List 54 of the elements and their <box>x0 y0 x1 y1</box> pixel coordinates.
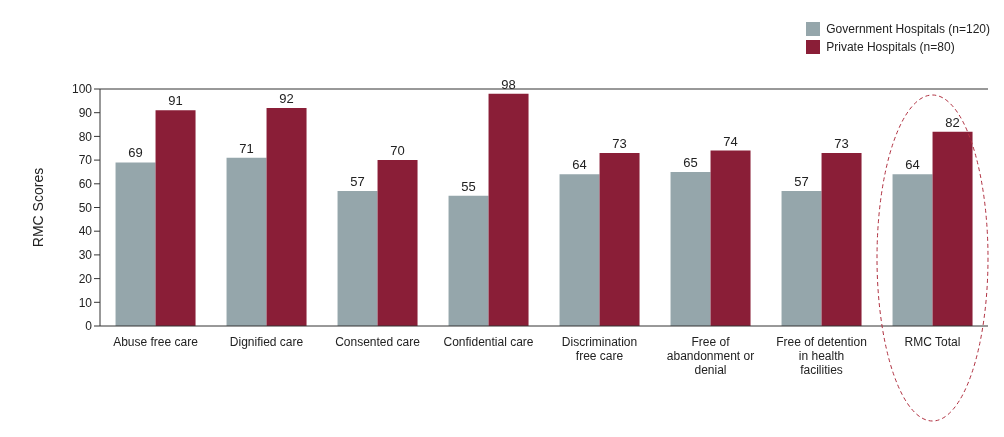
bar <box>266 107 307 326</box>
data-label: 69 <box>128 145 143 161</box>
bar <box>488 93 529 326</box>
data-label: 98 <box>501 76 516 92</box>
y-tick-label: 0 <box>85 319 93 334</box>
y-tick-label: 20 <box>78 271 93 286</box>
data-label: 74 <box>723 133 738 149</box>
data-label: 64 <box>905 157 920 173</box>
bar <box>781 190 822 326</box>
data-label: 57 <box>794 173 809 189</box>
x-tick-label: Consented care <box>335 335 421 349</box>
y-tick-label: 80 <box>78 129 93 144</box>
x-tick-label: Dignified care <box>229 335 304 349</box>
y-tick-label: 100 <box>71 82 93 97</box>
bar <box>710 150 751 326</box>
y-tick-label: 70 <box>78 153 93 168</box>
data-label: 82 <box>945 114 960 130</box>
x-tick-label: Abuse free care <box>113 335 199 349</box>
y-tick-label: 60 <box>78 177 93 192</box>
bar <box>155 110 196 326</box>
y-tick-label: 90 <box>78 105 93 120</box>
y-tick-label: 50 <box>78 200 93 215</box>
data-label: 73 <box>834 135 849 151</box>
data-label: 65 <box>683 154 698 170</box>
bar <box>377 160 418 326</box>
x-tick-label: Free of abandonment or denial <box>666 335 755 377</box>
bar <box>115 162 156 326</box>
x-tick-label: RMC Total <box>904 335 961 349</box>
data-label: 92 <box>279 90 294 106</box>
data-label: 64 <box>572 157 587 173</box>
y-tick-label: 30 <box>78 248 93 263</box>
bar <box>932 131 973 326</box>
bar <box>670 171 711 326</box>
bar <box>226 157 267 326</box>
x-tick-label: Discrimination free care <box>561 335 638 363</box>
bar <box>448 195 489 326</box>
y-tick-label: 40 <box>78 224 93 239</box>
bar <box>821 152 862 326</box>
data-label: 55 <box>461 178 476 194</box>
legend-label: Government Hospitals (n=120) <box>825 22 990 36</box>
bar <box>599 152 640 326</box>
bar <box>892 174 933 326</box>
data-label: 73 <box>612 135 627 151</box>
y-axis-title: RMC Scores <box>29 167 46 248</box>
y-tick-label: 10 <box>78 295 93 310</box>
data-label: 91 <box>168 93 183 109</box>
x-tick-label: Free of detention in health facilities <box>776 335 867 377</box>
legend-label: Private Hospitals (n=80) <box>825 40 956 54</box>
data-label: 70 <box>390 143 405 159</box>
x-tick-label: Confidential care <box>443 335 534 349</box>
bar <box>559 174 600 326</box>
data-label: 71 <box>239 140 254 156</box>
bar <box>337 190 378 326</box>
data-label: 57 <box>350 173 365 189</box>
